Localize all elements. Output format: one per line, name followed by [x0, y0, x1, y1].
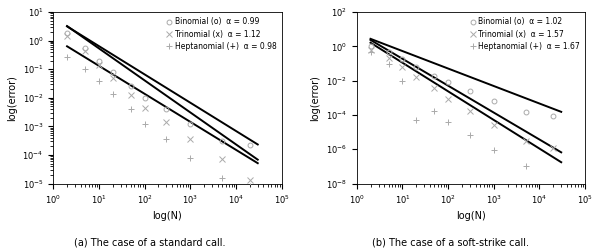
Text: (a) The case of a standard call.: (a) The case of a standard call. — [74, 238, 226, 248]
Y-axis label: log(error): log(error) — [7, 75, 17, 121]
X-axis label: log(N): log(N) — [152, 211, 182, 221]
Text: (b) The case of a soft-strike call.: (b) The case of a soft-strike call. — [371, 238, 529, 248]
X-axis label: log(N): log(N) — [456, 211, 486, 221]
Y-axis label: log(error): log(error) — [310, 75, 320, 121]
Legend: Binomial (o)  α = 1.02, Trinomial (x)  α = 1.57, Heptanomial (+)  α = 1.67: Binomial (o) α = 1.02, Trinomial (x) α =… — [468, 16, 581, 52]
Legend: Binomial (o)  α = 0.99, Trinomial (x)  α = 1.12, Heptanomial (+)  α = 0.98: Binomial (o) α = 0.99, Trinomial (x) α =… — [164, 16, 278, 52]
